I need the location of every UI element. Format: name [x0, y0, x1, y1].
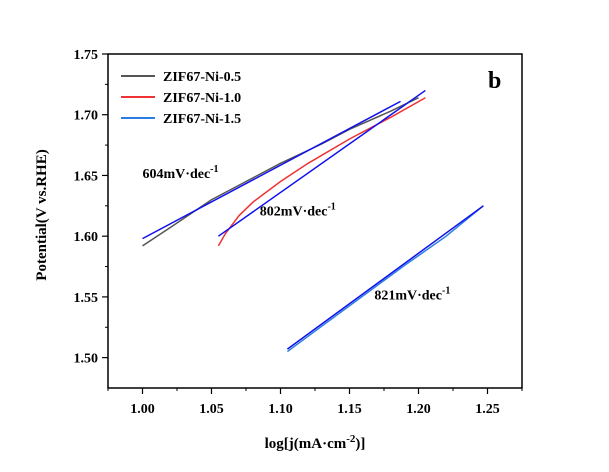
y-axis-label: Potential(V vs.RHE) — [34, 149, 50, 280]
legend-label: ZIF67-Ni-1.5 — [163, 112, 241, 127]
tafel-fit-line — [217, 89, 426, 237]
tafel-fit-line — [142, 100, 401, 240]
x-tick-label: 1.15 — [337, 402, 362, 417]
annotation-superscript: -1 — [210, 164, 218, 175]
series-line-ZIF67-Ni-1.0 — [217, 97, 426, 247]
panel-label: b — [488, 68, 501, 94]
x-label-end: )] — [355, 436, 365, 452]
legend-label: ZIF67-Ni-1.0 — [163, 91, 241, 106]
series-line-ZIF67-Ni-1.5 — [286, 205, 484, 353]
series-line-ZIF67-Ni-0.5 — [142, 97, 419, 247]
x-tick-label: 1.00 — [130, 402, 155, 417]
legend-label: ZIF67-Ni-0.5 — [163, 70, 241, 85]
y-tick-label: 1.65 — [74, 169, 99, 184]
x-tick-label: 1.25 — [475, 402, 500, 417]
x-tick-label: 1.05 — [199, 402, 224, 417]
annotation-superscript: -1 — [327, 202, 335, 213]
slope-annotation: 821mV·dec-1 — [374, 285, 450, 303]
slope-annotation: 802mV·dec-1 — [260, 202, 336, 220]
tafel-fit-line — [286, 205, 484, 350]
slope-annotation: 604mV·dec-1 — [143, 164, 219, 182]
y-tick-label: 1.60 — [74, 230, 99, 245]
y-tick-label: 1.70 — [74, 109, 99, 124]
x-axis-label: log[j(mA·cm-2)] — [265, 433, 366, 452]
annotation-superscript: -1 — [442, 285, 450, 296]
y-tick-label: 1.55 — [74, 291, 99, 306]
y-tick-label: 1.50 — [74, 352, 99, 367]
x-label-superscript: -2 — [346, 433, 356, 445]
y-tick-label: 1.75 — [74, 48, 99, 63]
x-tick-label: 1.10 — [268, 402, 293, 417]
x-tick-label: 1.20 — [406, 402, 431, 417]
